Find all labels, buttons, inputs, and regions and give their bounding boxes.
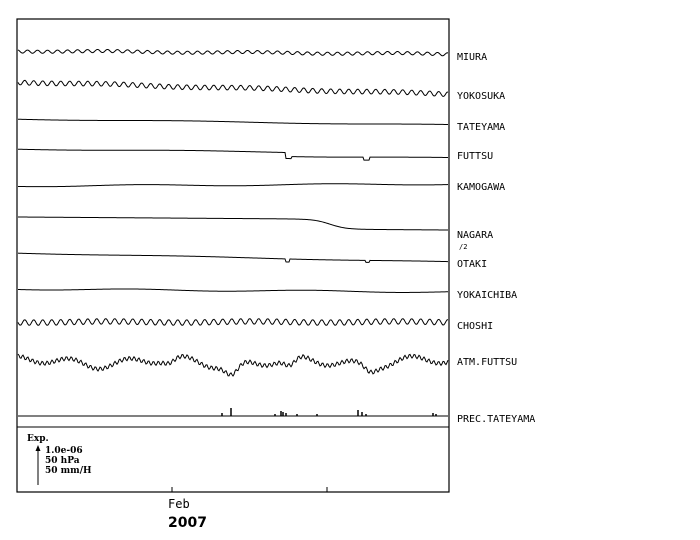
plot-frame [16, 18, 450, 493]
series-label: YOKOSUKA [457, 91, 505, 102]
series-nagara-line [17, 216, 449, 231]
series-labels: MIURA YOKOSUKA TATEYAMA FUTTSU KAMOGAWA NAGAR… [457, 52, 535, 425]
series-label: MIURA [457, 52, 487, 63]
series-traces [17, 48, 449, 417]
series-label: PREC.TATEYAMA [457, 414, 535, 425]
scale-arrow-head [35, 445, 41, 451]
series-note: /2 [459, 243, 467, 251]
series-futtsu-line [17, 148, 449, 161]
series-choshi-line [17, 318, 449, 326]
series-otaki-line [17, 252, 449, 263]
series-label: YOKAICHIBA [457, 290, 517, 301]
series-label: ATM.FUTTSU [457, 357, 517, 368]
series-kamogawa-line [17, 183, 449, 188]
scale-title: Exp. [27, 434, 49, 444]
x-year-label: 2007 [168, 515, 207, 531]
scale-legend: Exp. 1.0e-06 50 hPa 50 mm/H [27, 434, 92, 485]
series-label: NAGARA [457, 230, 493, 241]
scale-item-rain: 50 mm/H [45, 466, 92, 476]
series-label: KAMOGAWA [457, 182, 505, 193]
scale-item-strain: 1.0e-06 [45, 446, 83, 456]
series-yokosuka-line [17, 79, 449, 98]
x-axis: Feb 2007 [168, 487, 328, 531]
series-label: FUTTSU [457, 151, 493, 162]
series-tateyama-line [17, 118, 449, 126]
series-label: TATEYAMA [457, 122, 505, 133]
scale-item-pressure: 50 hPa [45, 456, 80, 466]
series-yokaichiba-line [17, 288, 449, 293]
series-atm-futtsu-line [17, 353, 449, 377]
series-miura-line [17, 48, 449, 57]
x-tick-label: Feb [168, 497, 190, 511]
series-label: OTAKI [457, 259, 487, 270]
series-label: CHOSHI [457, 321, 493, 332]
